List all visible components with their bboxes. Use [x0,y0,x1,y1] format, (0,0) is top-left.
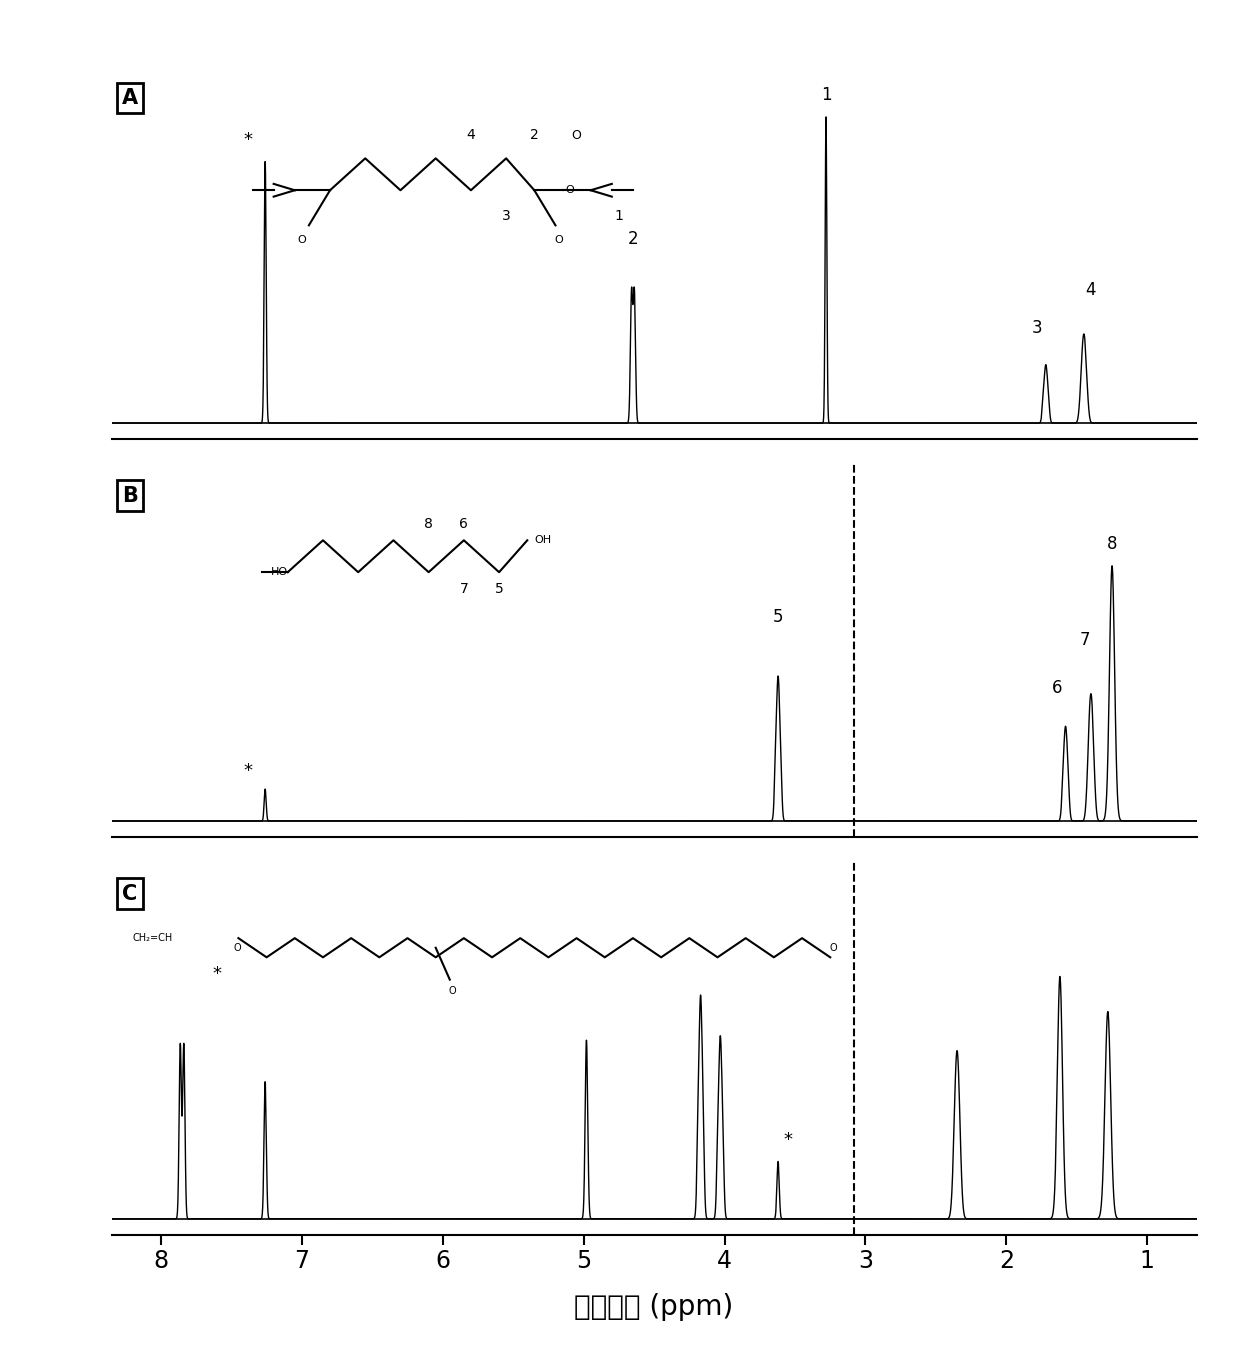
Text: 1: 1 [615,210,624,224]
Text: 6: 6 [460,517,469,531]
Text: CH₂=CH: CH₂=CH [133,933,174,943]
Text: O: O [233,943,242,952]
Text: 1: 1 [821,86,831,104]
Text: HO: HO [270,567,288,578]
Text: C: C [123,884,138,904]
Text: *: * [784,1131,792,1148]
Text: 3: 3 [1032,318,1043,338]
Text: O: O [572,129,582,143]
Text: O: O [298,235,306,246]
Text: O: O [565,185,574,195]
Text: 2: 2 [627,229,639,248]
Text: A: A [122,88,138,108]
Text: 5: 5 [495,582,503,595]
Text: O: O [830,943,837,952]
Text: OH: OH [534,535,552,545]
Text: 3: 3 [502,210,511,224]
Text: *: * [244,130,253,148]
Text: 6: 6 [1052,679,1063,697]
X-axis label: 化学位移 (ppm): 化学位移 (ppm) [574,1292,734,1321]
Text: 8: 8 [1107,535,1117,553]
Text: *: * [244,761,253,779]
Text: 7: 7 [1080,631,1090,649]
Text: O: O [449,986,456,996]
Text: *: * [213,965,222,982]
Text: 4: 4 [1086,281,1096,299]
Text: O: O [554,235,563,246]
Text: 7: 7 [460,582,469,595]
Text: 4: 4 [466,129,475,143]
Text: B: B [122,486,138,506]
Text: 5: 5 [773,608,784,627]
Text: 8: 8 [424,517,433,531]
Text: 2: 2 [529,129,538,143]
